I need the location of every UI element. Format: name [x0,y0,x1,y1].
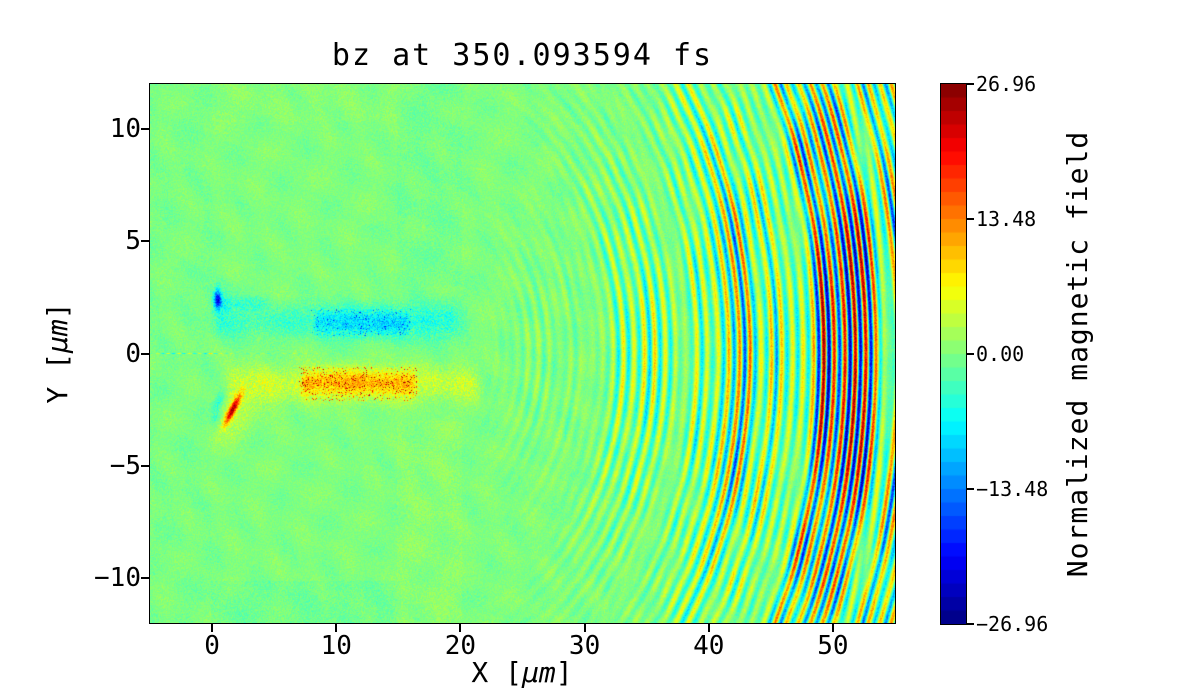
x-tick-label: 40 [693,631,725,661]
x-tick-mark [583,624,586,632]
colorbar-tick-mark [967,218,974,220]
colorbar-tick-label: 13.48 [976,207,1037,231]
colorbar-tick-label: 26.96 [976,72,1037,96]
y-tick-mark [141,240,149,243]
y-tick-mark [141,352,149,355]
x-tick-label: 30 [568,631,601,661]
x-axis-label-close: ] [555,656,573,689]
colorbar-tick-mark [967,353,974,355]
y-axis-label-text: Y [ [41,353,74,404]
y-axis-label-close: ] [41,302,74,320]
x-tick-mark [335,624,338,632]
x-tick-label: 10 [320,631,352,661]
y-tick-label: 5 [125,226,141,257]
y-tick-mark [141,464,149,467]
colorbar-tick-label: 0.00 [976,342,1025,366]
colorbar-tick-mark [967,488,974,490]
x-tick-mark [459,624,462,632]
y-tick-mark [141,127,149,130]
colorbar-frame [940,83,967,625]
y-tick-mark [141,577,149,580]
x-tick-label: 50 [817,631,849,661]
x-axis-label: X [μm] [372,656,672,689]
x-tick-label: 20 [444,631,477,661]
y-axis-label: Y [μm] [41,253,75,453]
x-tick-label: 0 [204,631,220,661]
plot-frame [149,83,896,624]
y-tick-label: 0 [125,338,141,369]
x-tick-mark [707,624,710,632]
y-tick-label: −5 [109,450,141,481]
colorbar-tick-mark [967,83,974,85]
heatmap-canvas [150,84,895,623]
x-tick-mark [211,624,214,632]
colorbar-tick-label: −13.48 [976,477,1049,501]
x-axis-unit: μm [522,656,556,689]
x-tick-mark [831,624,834,632]
figure-title: bz at 350.093594 fs [331,38,714,73]
colorbar-tick-mark [967,623,974,625]
y-axis-unit: μm [41,319,74,353]
y-tick-label: −10 [94,563,141,594]
y-tick-label: 10 [109,113,141,144]
colorbar-tick-label: −26.96 [976,612,1049,636]
x-axis-label-text: X [ [471,656,522,689]
colorbar-label: Normalized magnetic field [1061,130,1094,578]
colorbar [941,84,966,624]
